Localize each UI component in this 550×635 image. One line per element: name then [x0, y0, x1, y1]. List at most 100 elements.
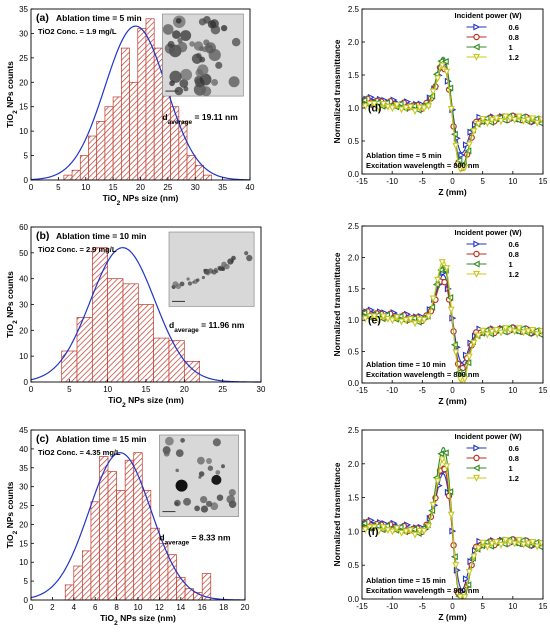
y-tick-label: 20 — [19, 78, 28, 87]
y-tick-label: 1.5 — [348, 285, 360, 294]
x-tick-label: 5 — [480, 602, 485, 611]
x-axis-label: Z (mm) — [438, 187, 467, 197]
y-tick-label: 0.5 — [348, 137, 360, 146]
x-tick-label: 40 — [246, 183, 255, 192]
plot-area — [362, 259, 543, 383]
nanoparticle-blob — [200, 495, 208, 504]
data-point — [393, 314, 401, 322]
nanoparticle-blob — [174, 86, 184, 96]
histogram-bar — [112, 96, 122, 181]
histogram-bar — [71, 169, 81, 181]
data-point — [520, 329, 528, 337]
histogram-bar — [150, 527, 160, 601]
data-point — [455, 368, 463, 376]
histogram-bar — [120, 47, 130, 181]
legend-entry: 1 — [509, 260, 513, 269]
data-point — [420, 105, 428, 113]
nanoparticle-blob — [180, 438, 185, 443]
data-point — [425, 523, 433, 531]
panel-label: (a) — [36, 12, 49, 24]
histogram-bar — [79, 155, 89, 181]
nanoparticle-blob — [207, 20, 217, 29]
data-point — [456, 593, 464, 599]
histogram-bar — [178, 121, 188, 181]
panel-label: (e) — [368, 314, 381, 326]
data-point — [411, 108, 419, 116]
data-point — [474, 332, 482, 340]
histogram-bar — [137, 304, 155, 383]
x-tick-label: 35 — [218, 183, 227, 192]
data-point — [411, 531, 419, 539]
nanoparticle-blob — [221, 261, 227, 268]
data-point — [502, 325, 509, 333]
nanoparticle-blob — [220, 24, 228, 32]
y-tick-label: 15 — [19, 103, 28, 112]
legend-title: Incident power (W) — [455, 11, 523, 20]
y-axis-label: TiO2 NPs counts — [5, 271, 19, 338]
data-point — [447, 105, 455, 113]
nanoparticle-blob — [180, 30, 192, 42]
data-point — [529, 115, 537, 123]
data-point — [446, 488, 454, 496]
legend-entry: 1.2 — [509, 53, 519, 62]
histogram-bar — [91, 247, 109, 383]
concentration-label: TiO2 Conc. = 1.9 mg/L — [38, 27, 117, 36]
data-point — [465, 569, 473, 577]
nanoparticle-blob — [172, 30, 181, 39]
nanoparticle-blob — [200, 505, 209, 513]
x-tick-label: 12 — [155, 603, 164, 612]
data-point — [396, 523, 404, 531]
x-tick-label: 2 — [50, 603, 55, 612]
data-point — [455, 156, 463, 164]
data-point — [473, 474, 480, 482]
data-point — [443, 463, 451, 471]
data-point — [416, 316, 424, 324]
data-point — [438, 456, 446, 464]
nanoparticle-blob — [180, 68, 193, 81]
legend-entry: 0.8 — [509, 250, 519, 259]
nanoparticle-blob — [198, 471, 205, 477]
data-point — [388, 528, 396, 536]
data-point — [366, 100, 374, 108]
histogram-bar — [73, 565, 83, 601]
y-tick-label: 2.0 — [348, 253, 360, 262]
data-point — [420, 527, 428, 535]
data-point — [524, 540, 532, 548]
data-point — [407, 103, 414, 111]
data-point — [429, 295, 437, 303]
y-tick-label: 10 — [19, 127, 28, 136]
y-tick-label: 1.0 — [348, 104, 360, 113]
x-tick-label: 15 — [142, 385, 151, 394]
data-point — [366, 524, 374, 532]
wavelength-note: Excitation wavelength = 800 nm — [366, 370, 479, 379]
data-point — [429, 88, 437, 96]
data-point — [511, 116, 519, 124]
histogram-panel-2: 0 5 10 15 20 25 30 0 10 20 30 40 50 60 TiO2 NPs size (… — [5, 223, 266, 409]
data-point — [461, 164, 469, 172]
panel-label: (c) — [36, 433, 49, 445]
y-tick-label: 15 — [19, 539, 28, 548]
histogram-bar — [153, 47, 163, 181]
nanoparticle-blob — [206, 271, 210, 276]
y-tick-label: 0.0 — [348, 595, 360, 604]
data-point — [479, 539, 487, 547]
data-point — [472, 43, 480, 51]
data-point — [515, 325, 523, 333]
data-point — [476, 113, 484, 121]
x-tick-label: 14 — [176, 603, 185, 612]
data-point — [373, 522, 381, 530]
nanoparticle-blob — [211, 474, 222, 485]
nanoparticle-blob — [205, 500, 213, 507]
y-tick-label: 2.5 — [348, 5, 360, 14]
y-tick-label: 2.0 — [348, 38, 360, 47]
x-tick-label: 20 — [180, 385, 189, 394]
nanoparticle-blob — [175, 283, 182, 290]
nanoparticle-blob — [217, 266, 223, 271]
average-size-label: daverage = 8.33 nm — [159, 533, 231, 547]
nanoparticle-blob — [163, 450, 170, 457]
data-point — [533, 543, 541, 551]
y-tick-label: 0 — [24, 176, 29, 185]
nanoparticle-blob — [221, 267, 226, 271]
data-point — [393, 101, 401, 109]
